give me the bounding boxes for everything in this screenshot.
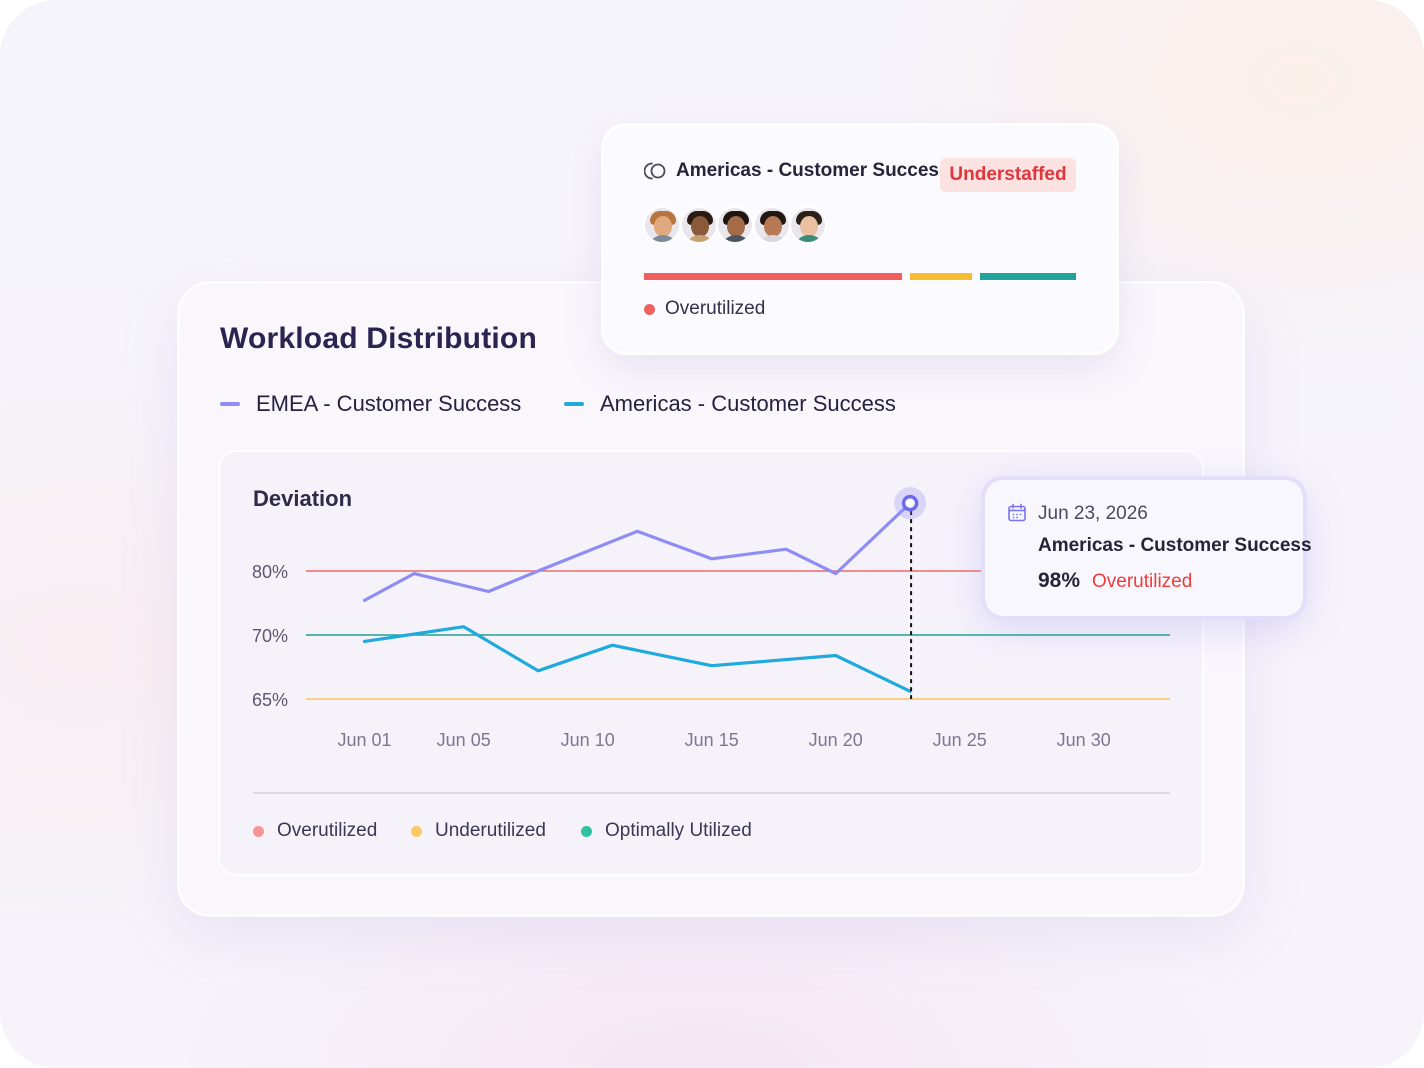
- legend-overutilized: Overutilized: [253, 820, 377, 842]
- tooltip-group: Americas - Customer Success: [1038, 535, 1312, 556]
- group-name: Americas - Customer Success: [676, 160, 950, 181]
- group-status-label: Overutilized: [665, 298, 766, 319]
- legend-label: EMEA - Customer Success: [256, 391, 522, 416]
- group-status: Overutilized: [644, 298, 765, 320]
- legend-label: Optimally Utilized: [605, 820, 752, 841]
- avatar[interactable]: [716, 206, 754, 244]
- understaffed-badge: Understaffed: [940, 158, 1076, 192]
- avatar[interactable]: [643, 206, 681, 244]
- overutilized-dot: [644, 303, 655, 315]
- data-point-tooltip: [985, 480, 1303, 616]
- avatar[interactable]: [789, 206, 827, 244]
- chart-title: Deviation: [253, 486, 353, 511]
- overutilized-dot: [253, 825, 264, 837]
- workload-title: Workload Distribution: [220, 322, 537, 355]
- x-tick-label: Jun 20: [809, 730, 863, 750]
- x-tick-label: Jun 25: [933, 730, 987, 750]
- legend-label: Underutilized: [435, 820, 546, 841]
- utilization-segment-underutilized: [910, 273, 972, 280]
- group-icon: [644, 162, 666, 180]
- legend-optimal: Optimally Utilized: [581, 820, 752, 842]
- avatar[interactable]: [679, 206, 718, 244]
- x-tick-label: Jun 10: [561, 730, 615, 750]
- chart-divider: [253, 792, 1170, 794]
- legend-item-emea[interactable]: EMEA - Customer Success: [220, 390, 521, 418]
- y-tick-label: 65%: [252, 690, 288, 710]
- tooltip-status: Overutilized: [1092, 571, 1193, 592]
- x-tick-label: Jun 15: [685, 730, 739, 750]
- emea-legend-swatch: [220, 402, 240, 406]
- tooltip-value: 98%: [1038, 569, 1081, 592]
- y-tick-label: 70%: [252, 626, 288, 646]
- emea-series-line[interactable]: [362, 501, 912, 603]
- utilization-segment-overutilized: [644, 273, 902, 280]
- x-tick-label: Jun 30: [1057, 730, 1111, 750]
- avatar[interactable]: [752, 206, 791, 244]
- x-tick-label: Jun 05: [437, 730, 491, 750]
- highlight-point[interactable]: [901, 494, 919, 512]
- optimal-dot: [581, 825, 592, 837]
- legend-label: Americas - Customer Success: [600, 391, 896, 416]
- legend-item-americas[interactable]: Americas - Customer Success: [564, 390, 896, 418]
- tooltip-date: Jun 23, 2026: [1038, 503, 1148, 524]
- americas-legend-swatch: [564, 402, 584, 406]
- y-tick-label: 80%: [252, 562, 288, 582]
- utilization-segment-optimal: [980, 273, 1076, 280]
- x-tick-label: Jun 01: [337, 730, 391, 750]
- americas-series-line[interactable]: [362, 625, 912, 693]
- legend-underutilized: Underutilized: [411, 820, 546, 842]
- calendar-icon: [1008, 503, 1026, 522]
- legend-label: Overutilized: [277, 820, 378, 841]
- underutilized-dot: [411, 825, 422, 837]
